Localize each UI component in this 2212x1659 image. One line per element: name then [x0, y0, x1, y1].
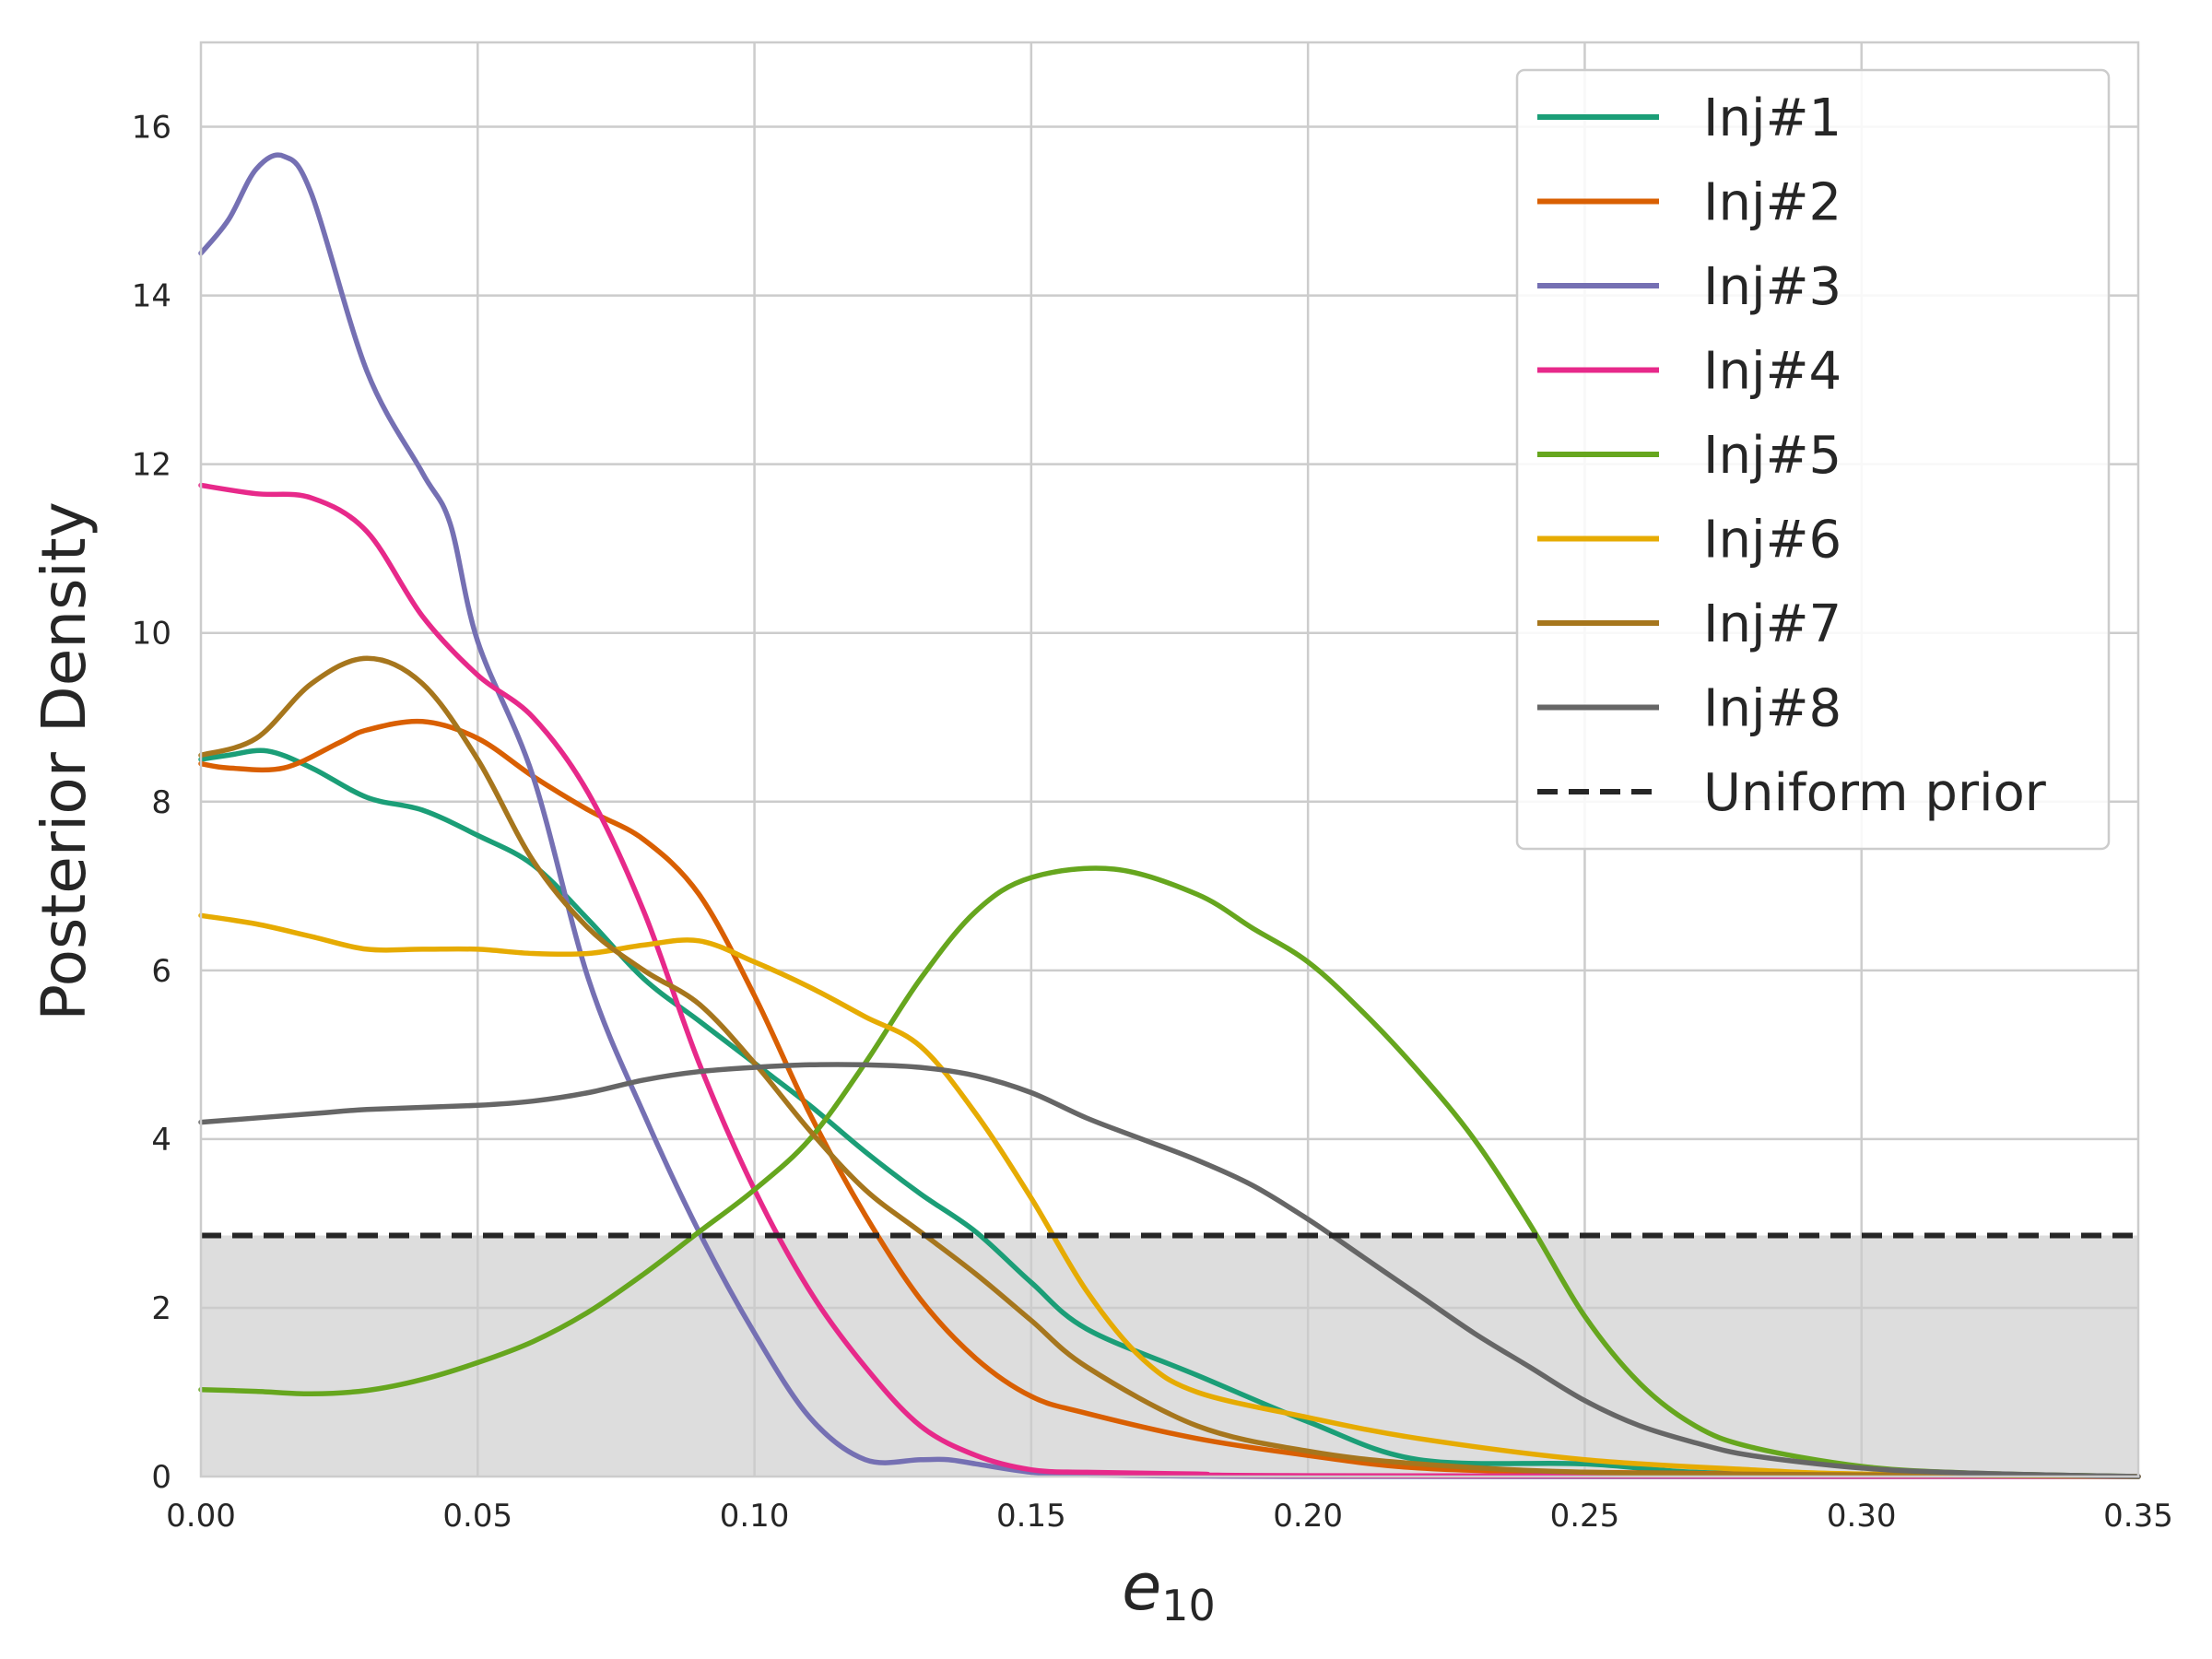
series-line-inj-3 [198, 152, 2141, 1479]
x-axis-label-symbol: e [1122, 1549, 1161, 1625]
y-axis-label: Posterior Density [29, 501, 100, 1021]
series-line-inj-7 [198, 655, 2141, 1479]
legend-label-inj-6: Inj#6 [1703, 511, 1841, 571]
y-tick-label: 14 [132, 278, 171, 315]
plot-frame [199, 41, 2140, 1478]
y-tick-label: 2 [151, 1290, 171, 1327]
y-tick-label: 0 [151, 1459, 171, 1496]
y-tick-label: 4 [151, 1122, 171, 1159]
legend-label-inj-2: Inj#2 [1703, 173, 1841, 233]
x-tick-label: 0.20 [1273, 1498, 1343, 1535]
tick-labels: 0.00 0.05 0.10 0.15 0.20 0.25 0.30 0.35 0 2 4 6 8 10 1… [132, 110, 2173, 1535]
series-line-inj-4 [198, 482, 2141, 1479]
legend-box [1515, 68, 2111, 851]
x-tick-label: 0.05 [442, 1498, 512, 1535]
x-tick-label: 0.10 [720, 1498, 790, 1535]
plot-area [198, 41, 2141, 1479]
legend-label-inj-3: Inj#3 [1703, 257, 1841, 317]
series-line-inj-1 [198, 747, 2141, 1479]
series-line-inj-5 [198, 865, 2141, 1479]
x-tick-label: 0.15 [996, 1498, 1066, 1535]
y-tick-label: 12 [132, 447, 171, 484]
x-axis-label: e10 [1122, 1549, 1216, 1630]
legend-label-uniform-prior: Uniform prior [1703, 763, 2047, 823]
x-tick-label: 0.35 [2103, 1498, 2173, 1535]
x-axis-label-subscript: 10 [1161, 1581, 1216, 1630]
legend-label-inj-4: Inj#4 [1703, 342, 1841, 402]
series-line-inj-8 [198, 1062, 2141, 1479]
legend: Inj#1 Inj#2 Inj#3 Inj#4 Inj#5 Inj#6 Inj#7 Inj#8… [1515, 68, 2111, 851]
legend-label-inj-5: Inj#5 [1703, 426, 1841, 486]
y-tick-label: 6 [151, 953, 171, 990]
series-line-inj-6 [198, 912, 2141, 1479]
prior-fill-area [201, 1235, 2138, 1477]
y-tick-label: 8 [151, 784, 171, 821]
legend-label-inj-7: Inj#7 [1703, 594, 1841, 654]
x-tick-label: 0.25 [1550, 1498, 1620, 1535]
y-tick-label: 16 [132, 110, 171, 147]
legend-label-inj-8: Inj#8 [1703, 679, 1841, 739]
y-tick-label: 10 [132, 616, 171, 653]
x-tick-label: 0.30 [1827, 1498, 1897, 1535]
x-tick-label: 0.00 [166, 1498, 236, 1535]
legend-label-inj-1: Inj#1 [1703, 88, 1841, 148]
